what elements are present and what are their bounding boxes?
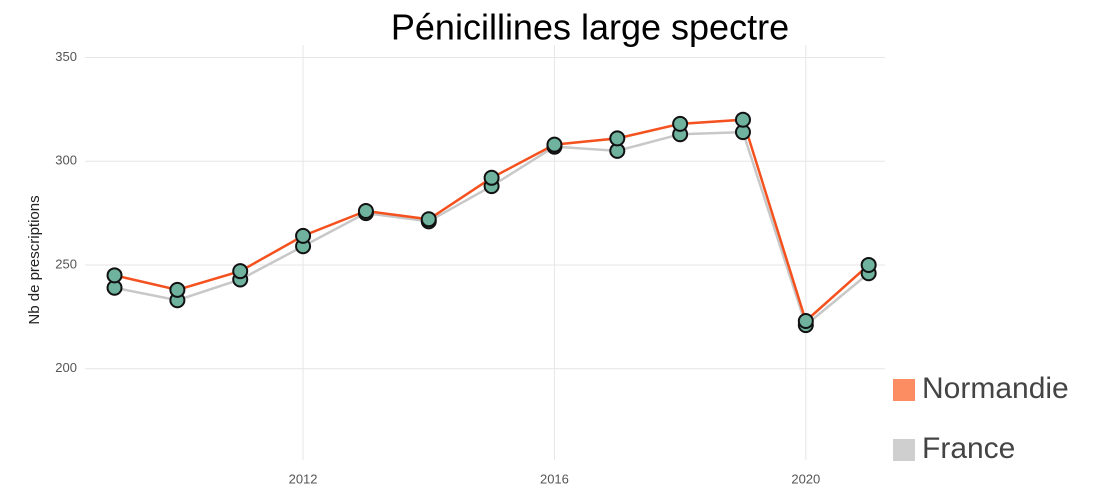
y-tick-label: 350 [55,49,77,64]
point [546,136,563,153]
point [734,111,751,128]
point [106,267,123,284]
point [609,130,626,147]
x-tick-label: 2020 [791,471,820,486]
point [357,203,374,219]
legend-swatch [893,439,915,461]
point [860,256,877,273]
point [169,281,186,298]
x-tick-label: 2012 [289,471,318,486]
y-tick-label: 300 [55,153,77,168]
point [420,211,437,228]
point [232,263,249,280]
y-axis-label: Nb de prescriptions [26,195,43,324]
legend-label: France [922,432,1015,465]
legend-swatch [893,379,915,401]
point [672,115,689,132]
series-line [114,118,870,324]
point [295,227,312,244]
y-tick-label: 200 [55,360,77,375]
y-tick-label: 250 [55,256,77,271]
point [483,169,500,186]
point [797,312,814,329]
chart-title: Pénicillines large spectre [391,7,789,48]
x-tick-label: 2016 [540,471,569,486]
legend-label: Normandie [922,372,1069,405]
